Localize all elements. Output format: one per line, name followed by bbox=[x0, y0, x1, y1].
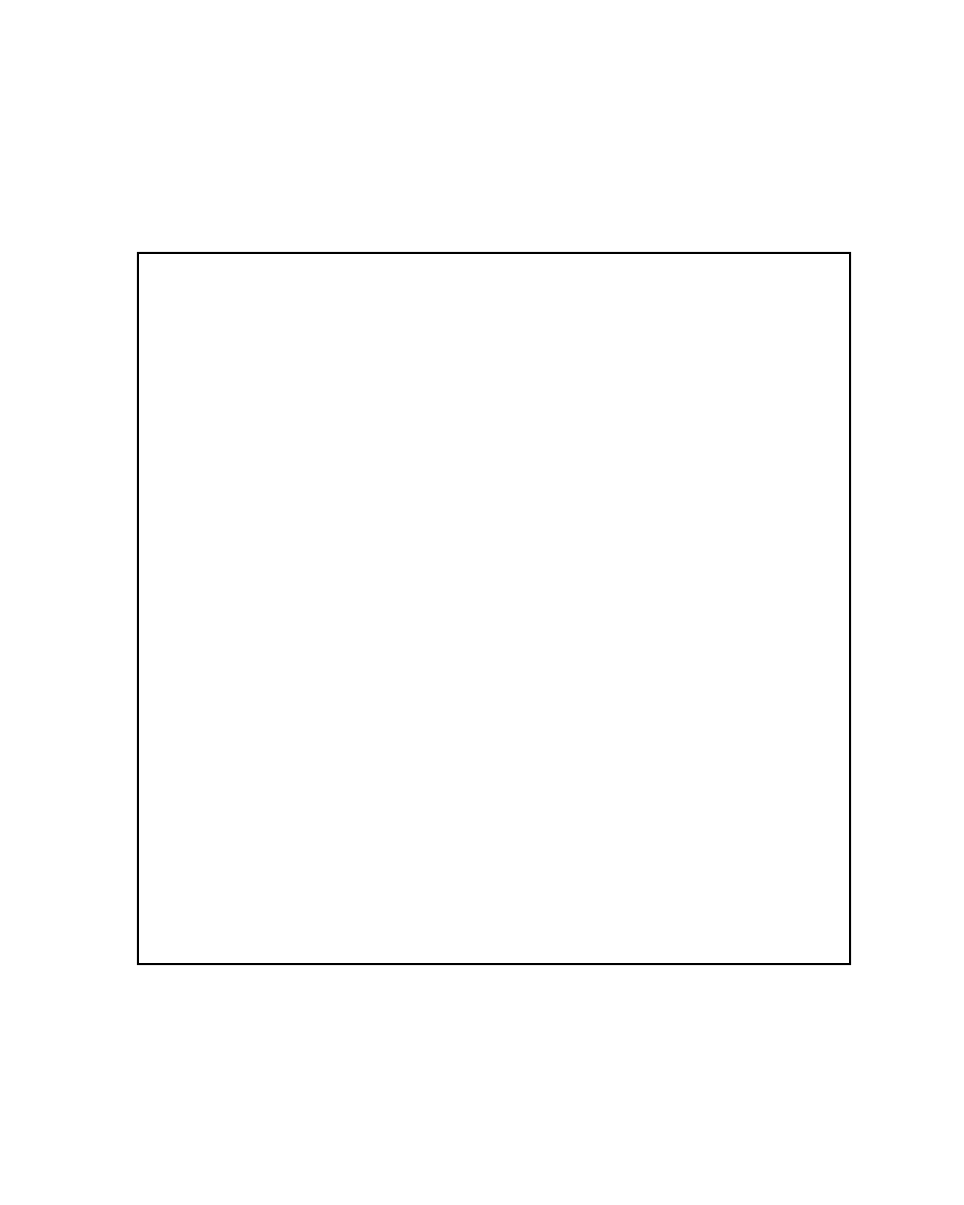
Text: 9: 9 bbox=[655, 649, 670, 669]
Text: 8: 8 bbox=[630, 577, 646, 598]
Ellipse shape bbox=[436, 743, 477, 854]
Text: 10: 10 bbox=[442, 869, 472, 888]
Text: 12: 12 bbox=[220, 894, 251, 913]
Bar bbox=[164, 797, 306, 878]
Ellipse shape bbox=[313, 449, 388, 536]
Bar bbox=[274, 521, 389, 547]
Text: M1: M1 bbox=[651, 793, 688, 812]
Ellipse shape bbox=[503, 536, 619, 574]
Ellipse shape bbox=[482, 640, 643, 678]
Polygon shape bbox=[147, 481, 315, 624]
Text: 3: 3 bbox=[337, 417, 352, 436]
Bar bbox=[367, 295, 756, 343]
Text: 4: 4 bbox=[770, 308, 786, 329]
Text: M2: M2 bbox=[540, 910, 577, 930]
Bar bbox=[507, 537, 618, 639]
Bar bbox=[491, 734, 629, 878]
Text: 5: 5 bbox=[655, 509, 670, 529]
Text: 2: 2 bbox=[249, 524, 264, 543]
Text: 6: 6 bbox=[655, 545, 670, 565]
Text: 7: 7 bbox=[412, 623, 427, 642]
Text: 11: 11 bbox=[620, 852, 651, 871]
Text: 1: 1 bbox=[166, 558, 181, 577]
